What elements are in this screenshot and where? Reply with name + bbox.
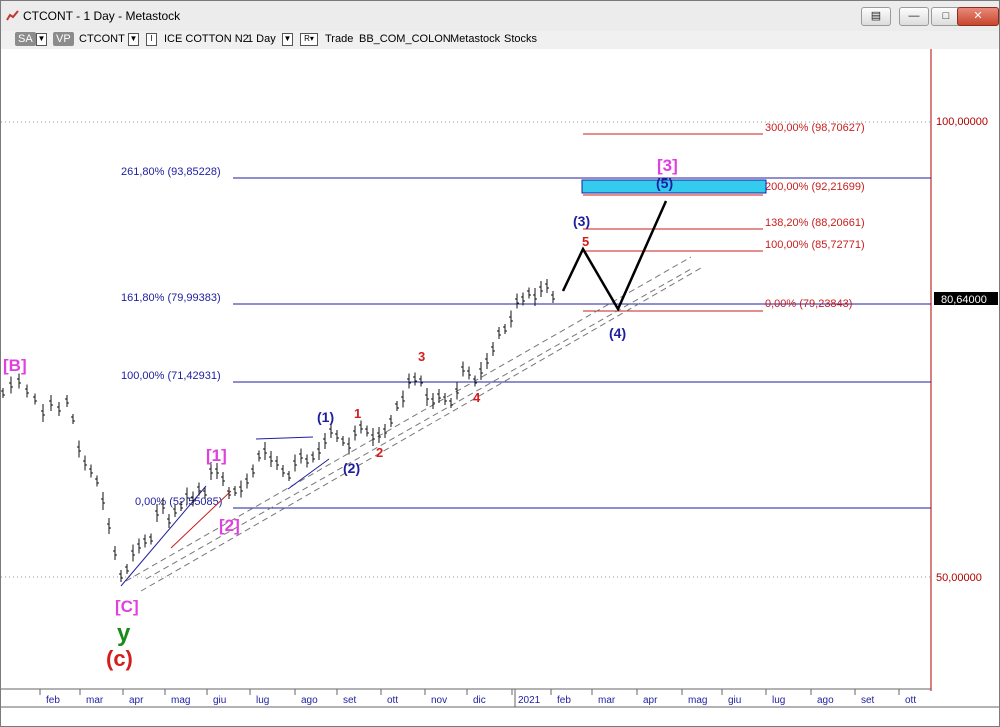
last-price-label: 80,64000 <box>941 294 987 306</box>
asset-class: Stocks <box>504 33 538 45</box>
price-chart[interactable]: 100,00000 50,00000 80,64000 261,80% (93,… <box>1 49 999 726</box>
time-axis-label: feb <box>46 695 60 706</box>
time-axis-label: lug <box>772 695 785 706</box>
fib-label-red: 300,00% (98,70627) <box>765 122 865 134</box>
symbol-field[interactable]: CTCONT <box>79 33 125 45</box>
refresh-icon[interactable]: R▾ <box>300 33 318 46</box>
wave-label-m1: 1 <box>354 406 361 421</box>
time-axis-label: ago <box>301 695 318 706</box>
trade-button[interactable]: Trade <box>325 33 354 45</box>
vp-button[interactable]: VP <box>53 32 74 46</box>
wave-label-2: [2] <box>219 516 240 535</box>
channel-lower <box>140 267 702 592</box>
data-source: Metastock <box>450 33 501 45</box>
channel-upper <box>125 256 692 582</box>
sa-dropdown-icon[interactable]: ▼ <box>36 33 47 46</box>
minimize-icon[interactable]: — <box>899 7 929 26</box>
wave-label-1: [1] <box>206 446 227 465</box>
symbol-dropdown-icon[interactable]: ▼ <box>128 33 139 46</box>
wave-label-p2: (2) <box>343 460 360 476</box>
wave-label-m3: 3 <box>418 349 425 364</box>
time-axis-label: lug <box>256 695 269 706</box>
time-axis-label: ott <box>905 695 916 706</box>
symbol-info-icon[interactable]: I <box>146 33 157 46</box>
fib-label-blue: 0,00% (5?,55085) <box>135 496 222 508</box>
trendline-red <box>170 490 232 549</box>
trendline-blue <box>255 436 314 440</box>
wave-label-m5: 5 <box>582 234 589 249</box>
fib-label-blue: 261,80% (93,85228) <box>121 166 221 178</box>
time-axis-label: nov <box>431 695 447 706</box>
template-name: BB_COM_COLON <box>359 33 451 45</box>
metastock-app-icon <box>6 10 19 21</box>
time-axis-label: 2021 <box>518 695 541 706</box>
time-axis-label: set <box>343 695 357 706</box>
fib-label-blue: 161,80% (79,99383) <box>121 292 221 304</box>
fib-label-red: 200,00% (92,21699) <box>765 181 865 193</box>
wave-label-p5: (5) <box>656 175 673 191</box>
symbol-name: ICE COTTON N2 <box>164 33 249 45</box>
price-bars <box>1 279 555 582</box>
fib-label-blue: 100,00% (71,42931) <box>121 370 221 382</box>
wave-label-p4: (4) <box>609 325 626 341</box>
price-axis-label: 100,00000 <box>936 116 988 128</box>
target-zone-box <box>581 179 767 194</box>
period-dropdown-icon[interactable]: ▼ <box>282 33 293 46</box>
time-axis-label: giu <box>213 695 226 706</box>
period-field[interactable]: 1 Day <box>247 33 276 45</box>
time-axis-label: mag <box>688 695 707 706</box>
time-axis-label: mag <box>171 695 190 706</box>
restore-window-icon[interactable]: ▤ <box>861 7 891 26</box>
title-bar[interactable]: CTCONT - 1 Day - Metastock ▤ — □ ✕ <box>1 1 999 32</box>
wave-label-3: [3] <box>657 156 678 175</box>
chart-canvas[interactable]: 100,00000 50,00000 80,64000 261,80% (93,… <box>1 49 999 726</box>
wave-label-y: y <box>117 620 131 647</box>
last-price-marker <box>934 292 998 305</box>
fib-label-red: 138,20% (88,20661) <box>765 217 865 229</box>
wave-label-p1: (1) <box>317 409 334 425</box>
window-title: CTCONT - 1 Day - Metastock <box>23 9 181 23</box>
channel-third <box>145 268 692 580</box>
close-icon[interactable]: ✕ <box>957 7 999 26</box>
projection-path <box>561 200 668 312</box>
time-axis-label: set <box>861 695 875 706</box>
fib-label-red: 0,00% (79,23843) <box>765 298 852 310</box>
trendline-blue <box>287 458 330 490</box>
wave-label-p3: (3) <box>573 213 590 229</box>
time-axis-label: apr <box>129 695 144 706</box>
time-axis-label: ago <box>817 695 834 706</box>
time-axis-label: dic <box>473 695 486 706</box>
time-axis-label: feb <box>557 695 571 706</box>
time-axis: feb mar apr mag giu lug ago set ott nov dic 2021 feb… <box>39 689 916 706</box>
wave-label-B: [B] <box>3 356 27 375</box>
trendline-blue <box>120 485 207 587</box>
time-axis-label: giu <box>728 695 741 706</box>
wave-label-c: (c) <box>106 646 133 671</box>
fib-label-red: 100,00% (85,72771) <box>765 239 865 251</box>
time-axis-label: mar <box>86 695 104 706</box>
time-axis-label: apr <box>643 695 658 706</box>
price-axis-label: 50,00000 <box>936 572 982 584</box>
wave-label-m2: 2 <box>376 445 383 460</box>
time-axis-label: ott <box>387 695 398 706</box>
chart-toolbar: SA ▼ VP CTCONT ▼ I ICE COTTON N2 1 Day ▼… <box>1 31 999 49</box>
wave-label-m4: 4 <box>473 390 481 405</box>
sa-button[interactable]: SA <box>15 32 36 46</box>
time-axis-label: mar <box>598 695 616 706</box>
wave-label-C: [C] <box>115 597 139 616</box>
